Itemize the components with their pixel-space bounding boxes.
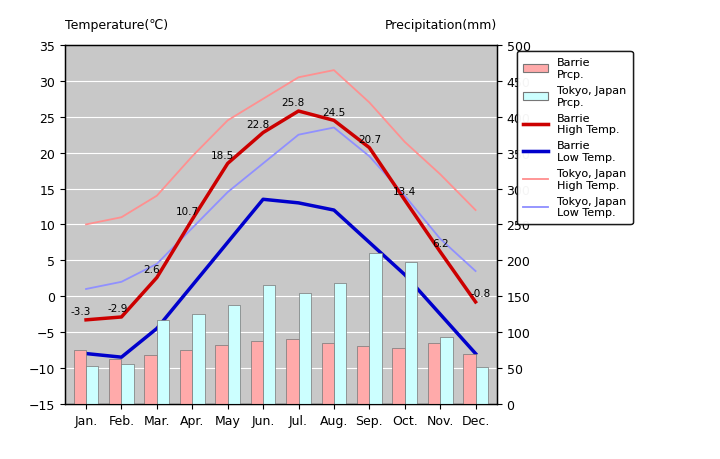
Text: 13.4: 13.4 xyxy=(393,187,416,197)
Bar xyxy=(286,340,299,404)
Bar xyxy=(73,350,86,404)
Bar xyxy=(157,320,169,404)
Text: 10.7: 10.7 xyxy=(176,206,199,216)
Bar xyxy=(463,354,475,404)
Text: -2.9: -2.9 xyxy=(108,303,128,313)
Text: -0.8: -0.8 xyxy=(471,289,491,298)
Bar xyxy=(263,286,276,404)
Bar xyxy=(428,343,440,404)
Text: 24.5: 24.5 xyxy=(323,107,346,118)
Bar xyxy=(369,253,382,404)
Bar xyxy=(322,343,334,404)
Text: Precipitation(mm): Precipitation(mm) xyxy=(384,19,497,32)
Bar xyxy=(251,341,263,404)
Text: 18.5: 18.5 xyxy=(211,151,234,160)
Bar xyxy=(405,263,417,404)
Text: Temperature(℃): Temperature(℃) xyxy=(65,19,168,32)
Bar xyxy=(357,347,369,404)
Bar xyxy=(475,367,488,404)
Bar xyxy=(440,337,453,404)
Bar xyxy=(180,350,192,404)
Bar xyxy=(86,367,99,404)
Text: 20.7: 20.7 xyxy=(358,134,381,145)
Text: 6.2: 6.2 xyxy=(432,238,449,248)
Text: -3.3: -3.3 xyxy=(71,307,91,316)
Bar xyxy=(192,314,204,404)
Text: 2.6: 2.6 xyxy=(143,264,160,274)
Bar xyxy=(109,359,122,404)
Text: 25.8: 25.8 xyxy=(282,98,305,108)
Bar xyxy=(215,345,228,404)
Bar xyxy=(122,364,134,404)
Legend: Barrie
Prcp., Tokyo, Japan
Prcp., Barrie
High Temp., Barrie
Low Temp., Tokyo, Ja: Barrie Prcp., Tokyo, Japan Prcp., Barrie… xyxy=(517,51,633,224)
Text: 22.8: 22.8 xyxy=(246,119,269,129)
Bar xyxy=(334,284,346,404)
Bar xyxy=(392,348,405,404)
Bar xyxy=(145,355,157,404)
Bar xyxy=(299,294,311,404)
Bar xyxy=(228,305,240,404)
